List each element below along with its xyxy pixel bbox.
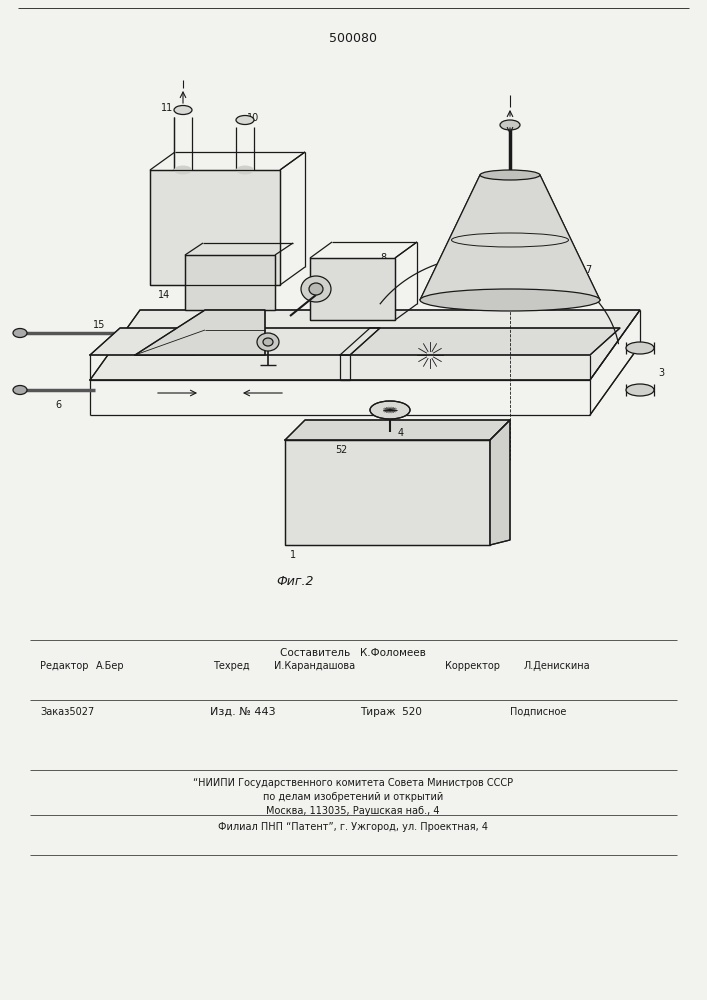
Text: 14: 14 [158,290,170,300]
Polygon shape [340,328,620,355]
Text: 5: 5 [335,445,341,455]
Polygon shape [150,170,280,285]
Text: “НИИПИ Государственного комитета Совета Министров СССР: “НИИПИ Государственного комитета Совета … [193,778,513,788]
Text: 1: 1 [290,550,296,560]
Text: Тираж  520: Тираж 520 [360,707,422,717]
Ellipse shape [626,384,654,396]
Text: Фиг.2: Фиг.2 [276,575,314,588]
Ellipse shape [263,338,273,346]
Text: Л.Денискина: Л.Денискина [524,661,590,671]
Polygon shape [310,258,395,320]
Text: 2: 2 [340,445,346,455]
Text: Редактор: Редактор [40,661,88,671]
Polygon shape [285,420,510,440]
Polygon shape [285,440,490,545]
Ellipse shape [420,289,600,311]
Ellipse shape [236,115,254,124]
Polygon shape [185,255,275,310]
Polygon shape [420,175,600,300]
Text: 500080: 500080 [329,32,377,45]
Ellipse shape [480,170,540,180]
Ellipse shape [309,283,323,295]
Ellipse shape [257,333,279,351]
Text: 11: 11 [161,103,173,113]
Text: Подписное: Подписное [510,707,566,717]
Ellipse shape [174,105,192,114]
Text: А.Бер: А.Бер [96,661,124,671]
Ellipse shape [13,328,27,338]
Text: 3: 3 [658,368,664,378]
Polygon shape [90,328,380,355]
Text: И.Карандашова: И.Карандашова [274,661,355,671]
Text: 8: 8 [380,253,386,263]
Text: 4: 4 [398,428,404,438]
Ellipse shape [500,120,520,130]
Text: 7: 7 [585,265,591,275]
Text: Филиал ПНП “Патент”, г. Ужгород, ул. Проектная, 4: Филиал ПНП “Патент”, г. Ужгород, ул. Про… [218,822,488,832]
Ellipse shape [174,165,192,174]
Text: 15: 15 [93,320,105,330]
Text: Москва, 113035, Раушская наб., 4: Москва, 113035, Раушская наб., 4 [267,806,440,816]
Text: Изд. № 443: Изд. № 443 [210,707,276,717]
Polygon shape [135,310,265,355]
Text: 6: 6 [55,400,61,410]
Text: Заказ5027: Заказ5027 [40,707,94,717]
Text: 12: 12 [196,261,209,271]
Text: 14: 14 [165,275,178,285]
Ellipse shape [370,401,410,419]
Text: Составитель   К.Фоломеев: Составитель К.Фоломеев [280,648,426,658]
Text: по делам изобретений и открытий: по делам изобретений и открытий [263,792,443,802]
Ellipse shape [626,342,654,354]
Ellipse shape [13,385,27,394]
Polygon shape [490,420,510,545]
Text: 9: 9 [555,295,561,305]
Text: Техред: Техред [213,661,250,671]
Text: 12: 12 [196,261,209,271]
Ellipse shape [236,165,254,174]
Text: 10: 10 [247,113,259,123]
Text: Корректор: Корректор [445,661,500,671]
Ellipse shape [301,276,331,302]
Polygon shape [90,310,640,380]
